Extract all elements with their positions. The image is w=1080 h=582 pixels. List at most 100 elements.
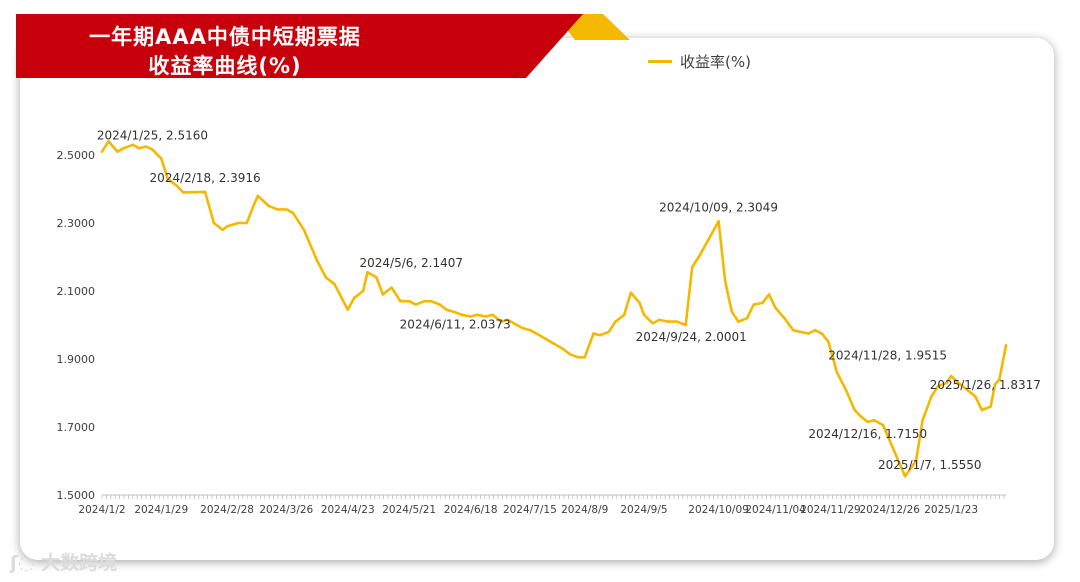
data-point: [181, 191, 185, 194]
data-point: [122, 146, 126, 150]
data-point: [642, 313, 646, 317]
data-point: [390, 286, 393, 289]
data-point: [315, 259, 319, 262]
data-point: [675, 320, 679, 323]
data-point: [324, 276, 328, 279]
data-point: [276, 208, 279, 211]
data-point: [484, 315, 488, 318]
data-point: [414, 303, 418, 306]
data-point: [737, 320, 740, 323]
data-point: [100, 150, 104, 153]
data-point: [203, 190, 207, 194]
data-point: [866, 420, 870, 424]
data-point: [888, 439, 891, 442]
data-point: [375, 275, 378, 279]
x-tick-label: 2024/5/21: [382, 504, 436, 516]
data-point: [956, 380, 959, 384]
data-point: [745, 316, 749, 320]
data-point: [798, 330, 801, 334]
data-point: [835, 371, 839, 374]
data-label: 2024/9/24, 2.0001: [636, 330, 747, 344]
y-tick-label: 2.5000: [57, 149, 96, 162]
data-point: [903, 475, 907, 478]
data-point: [859, 415, 863, 419]
data-point: [783, 316, 786, 320]
data-point: [399, 299, 402, 303]
data-point: [366, 271, 369, 274]
data-point: [989, 405, 992, 408]
data-point: [445, 308, 448, 312]
data-point: [638, 301, 641, 305]
x-tick-label: 2024/11/29: [800, 504, 861, 516]
data-point: [697, 255, 701, 259]
data-point: [873, 418, 876, 422]
banner-red-shape: [16, 14, 583, 78]
data-point: [267, 204, 271, 208]
data-point: [506, 318, 510, 322]
data-point: [515, 323, 518, 327]
data-point: [166, 177, 170, 181]
data-point: [807, 332, 810, 335]
data-point: [500, 320, 503, 323]
x-tick-label: 2024/9/5: [620, 504, 667, 516]
data-point: [469, 315, 472, 318]
legend-label: 收益率(%): [680, 53, 751, 71]
x-tick-label: 2024/1/2: [78, 504, 125, 516]
x-tick-label: 2024/4/23: [321, 504, 375, 516]
data-label: 2024/11/28, 1.9515: [828, 348, 947, 362]
x-tick-label: 2025/1/23: [924, 504, 978, 516]
data-point: [333, 282, 336, 286]
data-point: [820, 332, 823, 335]
data-point: [302, 228, 306, 232]
data-point: [774, 306, 777, 310]
data-point: [353, 296, 356, 300]
data-point: [407, 299, 411, 303]
x-tick-label: 2024/12/26: [859, 504, 920, 516]
chart-card: [20, 38, 1054, 560]
data-point: [475, 313, 479, 317]
legend-swatch: [648, 60, 672, 63]
data-point: [980, 408, 984, 412]
legend: 收益率(%): [648, 51, 751, 72]
data-point: [592, 332, 595, 335]
data-point: [945, 381, 949, 385]
data-point: [131, 143, 134, 147]
data-point: [535, 332, 538, 335]
data-point: [528, 328, 532, 332]
data-point: [752, 303, 755, 306]
data-point: [607, 330, 611, 334]
data-point: [827, 340, 830, 343]
data-label: 2024/12/16, 1.7150: [808, 427, 927, 441]
data-point: [853, 408, 856, 412]
data-point: [583, 356, 586, 359]
data-label: 2025/1/7, 1.5550: [878, 458, 982, 472]
data-point: [138, 146, 141, 150]
data-point: [144, 145, 148, 148]
data-point: [666, 320, 670, 323]
chart-title-line-2: 收益率曲线(%): [148, 54, 302, 78]
data-label: 2024/5/6, 2.1407: [360, 256, 464, 270]
data-point: [245, 221, 249, 225]
data-point: [1004, 344, 1008, 347]
data-point: [116, 150, 119, 153]
data-point: [629, 291, 633, 295]
data-point: [723, 279, 727, 283]
data-point: [730, 310, 733, 313]
data-point: [491, 313, 494, 317]
data-point: [844, 388, 848, 391]
data-point: [225, 225, 229, 228]
data-point: [930, 395, 933, 398]
data-point: [914, 459, 918, 463]
data-point: [568, 352, 571, 356]
x-tick-label: 2024/7/15: [503, 504, 557, 516]
data-point: [221, 228, 224, 232]
data-point: [159, 157, 163, 160]
data-point: [151, 148, 154, 151]
data-point: [552, 342, 556, 346]
data-point: [285, 208, 288, 211]
data-point: [949, 374, 953, 378]
y-tick-label: 1.5000: [57, 489, 96, 502]
x-tick-label: 2024/10/09: [688, 504, 749, 516]
data-point: [212, 221, 216, 225]
data-point: [881, 424, 885, 427]
